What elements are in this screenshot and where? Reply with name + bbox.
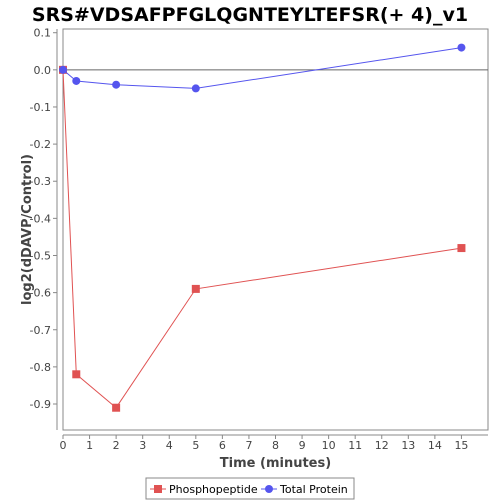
total-protein-point (72, 76, 81, 85)
x-tick-label: 15 (454, 439, 468, 452)
y-tick-label: -0.4 (30, 212, 51, 225)
legend-total-protein-marker (265, 485, 273, 493)
x-tick-label: 9 (299, 439, 306, 452)
chart-title: SRS#VDSAFPFGLQGNTEYLTEFSR(+ 4)_v1 (32, 4, 468, 26)
phosphopeptide-point (72, 370, 81, 379)
legend-total-protein-label: Total Protein (279, 483, 348, 496)
y-tick-label: 0.0 (34, 64, 52, 77)
x-axis: 0 1 2 3 4 5 6 7 8 9 10 11 12 13 14 15 (60, 434, 488, 452)
y-tick-label: -0.1 (30, 101, 51, 114)
x-tick-label: 1 (86, 439, 93, 452)
x-tick-label: 12 (375, 439, 389, 452)
x-tick-label: 10 (322, 439, 336, 452)
x-tick-label: 4 (166, 439, 173, 452)
y-axis: 0.1 0.0 -0.1 -0.2 -0.3 -0.4 -0.5 -0.6 -0.7 -0.8 -0… (30, 27, 58, 430)
legend-box (145, 477, 355, 500)
y-tick-label: 0.1 (34, 27, 52, 40)
y-tick-label: -0.2 (30, 138, 51, 151)
total-protein-point (59, 65, 67, 74)
series-layer (59, 43, 466, 412)
x-tick-label: 0 (60, 439, 67, 452)
y-tick-label: -0.6 (30, 287, 51, 300)
x-tick-label: 11 (348, 439, 362, 452)
y-tick-label: -0.5 (30, 249, 51, 262)
y-tick-label: -0.7 (30, 324, 51, 337)
total-protein-point (112, 80, 121, 89)
x-tick-label: 14 (428, 439, 442, 452)
legend-phosphopeptide-label: Phosphopeptide (169, 483, 258, 496)
total-protein-point (191, 84, 200, 93)
y-axis-label: log2(dDAVP/Control) (20, 154, 35, 305)
plot-area (62, 28, 489, 431)
x-tick-label: 8 (272, 439, 279, 452)
x-tick-label: 3 (139, 439, 146, 452)
phosphopeptide-point (191, 284, 200, 293)
y-tick-label: -0.3 (30, 175, 51, 188)
x-tick-label: 7 (245, 439, 252, 452)
total-protein-point (457, 43, 466, 52)
x-tick-label: 5 (192, 439, 199, 452)
phosphopeptide-point (112, 403, 121, 412)
x-tick-label: 13 (401, 439, 415, 452)
series-total-protein (59, 43, 466, 93)
x-tick-label: 6 (219, 439, 226, 452)
phosphopeptide-point (457, 244, 466, 253)
legend: Phosphopeptide Total Protein (145, 477, 355, 500)
y-tick-label: -0.8 (30, 361, 51, 374)
legend-phosphopeptide-marker (154, 485, 162, 493)
y-tick-label: -0.9 (30, 398, 51, 411)
x-tick-label: 2 (113, 439, 120, 452)
x-axis-label: Time (minutes) (220, 456, 331, 471)
